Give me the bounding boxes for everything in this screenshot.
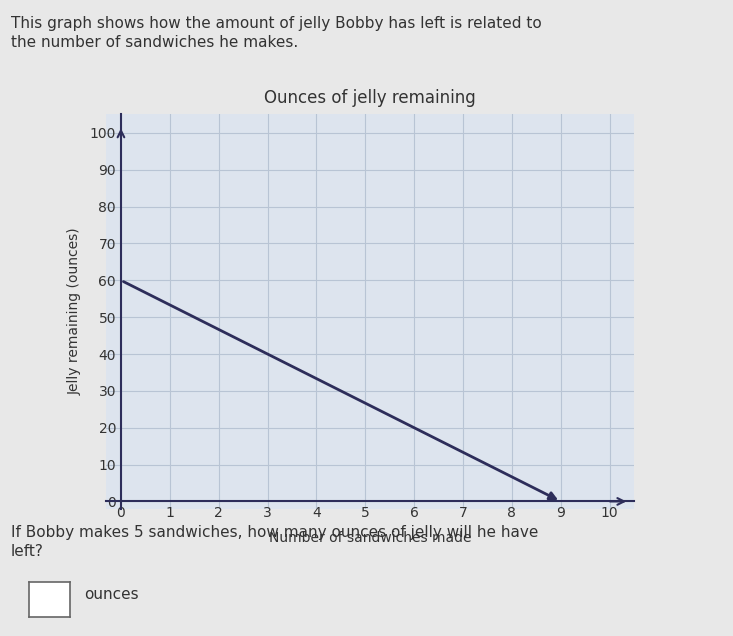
- Text: the number of sandwiches he makes.: the number of sandwiches he makes.: [11, 35, 298, 50]
- Y-axis label: Jelly remaining (ounces): Jelly remaining (ounces): [67, 228, 81, 396]
- Title: Ounces of jelly remaining: Ounces of jelly remaining: [265, 90, 476, 107]
- Text: left?: left?: [11, 544, 44, 559]
- Text: ounces: ounces: [84, 587, 139, 602]
- Text: This graph shows how the amount of jelly Bobby has left is related to: This graph shows how the amount of jelly…: [11, 16, 542, 31]
- Text: If Bobby makes 5 sandwiches, how many ounces of jelly will he have: If Bobby makes 5 sandwiches, how many ou…: [11, 525, 538, 540]
- X-axis label: Number of sandwiches made: Number of sandwiches made: [269, 532, 471, 546]
